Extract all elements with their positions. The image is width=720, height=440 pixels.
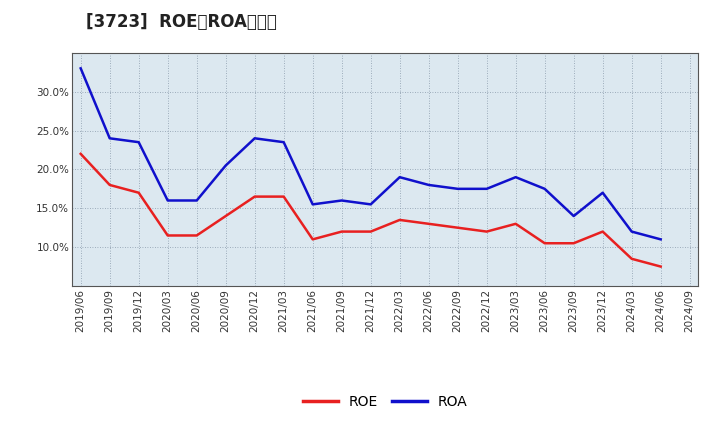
ROE bbox=[598, 229, 607, 234]
ROA bbox=[424, 182, 433, 187]
ROA bbox=[76, 66, 85, 71]
Line: ROA: ROA bbox=[81, 68, 661, 239]
ROE bbox=[76, 151, 85, 157]
ROE bbox=[105, 182, 114, 187]
ROA bbox=[105, 136, 114, 141]
ROA bbox=[279, 139, 288, 145]
ROE bbox=[338, 229, 346, 234]
ROE bbox=[366, 229, 375, 234]
ROA bbox=[135, 139, 143, 145]
ROA bbox=[338, 198, 346, 203]
ROE bbox=[454, 225, 462, 231]
Legend: ROE, ROA: ROE, ROA bbox=[297, 389, 473, 414]
ROA bbox=[192, 198, 201, 203]
ROA bbox=[598, 190, 607, 195]
ROE bbox=[308, 237, 317, 242]
ROA bbox=[221, 163, 230, 168]
ROA bbox=[627, 229, 636, 234]
ROE bbox=[163, 233, 172, 238]
ROA bbox=[511, 175, 520, 180]
ROE bbox=[251, 194, 259, 199]
ROE bbox=[657, 264, 665, 269]
ROA bbox=[163, 198, 172, 203]
ROE bbox=[570, 241, 578, 246]
ROA bbox=[251, 136, 259, 141]
ROE bbox=[541, 241, 549, 246]
ROE bbox=[135, 190, 143, 195]
ROE bbox=[482, 229, 491, 234]
ROA bbox=[308, 202, 317, 207]
ROE bbox=[279, 194, 288, 199]
ROA bbox=[541, 186, 549, 191]
ROA bbox=[657, 237, 665, 242]
Text: [3723]  ROE、ROAの推移: [3723] ROE、ROAの推移 bbox=[86, 13, 277, 31]
ROE bbox=[395, 217, 404, 223]
ROE bbox=[424, 221, 433, 227]
ROA bbox=[454, 186, 462, 191]
ROA bbox=[395, 175, 404, 180]
ROE bbox=[221, 213, 230, 219]
ROE bbox=[627, 256, 636, 261]
ROA bbox=[482, 186, 491, 191]
ROA bbox=[366, 202, 375, 207]
ROE bbox=[192, 233, 201, 238]
ROA bbox=[570, 213, 578, 219]
Line: ROE: ROE bbox=[81, 154, 661, 267]
ROE bbox=[511, 221, 520, 227]
